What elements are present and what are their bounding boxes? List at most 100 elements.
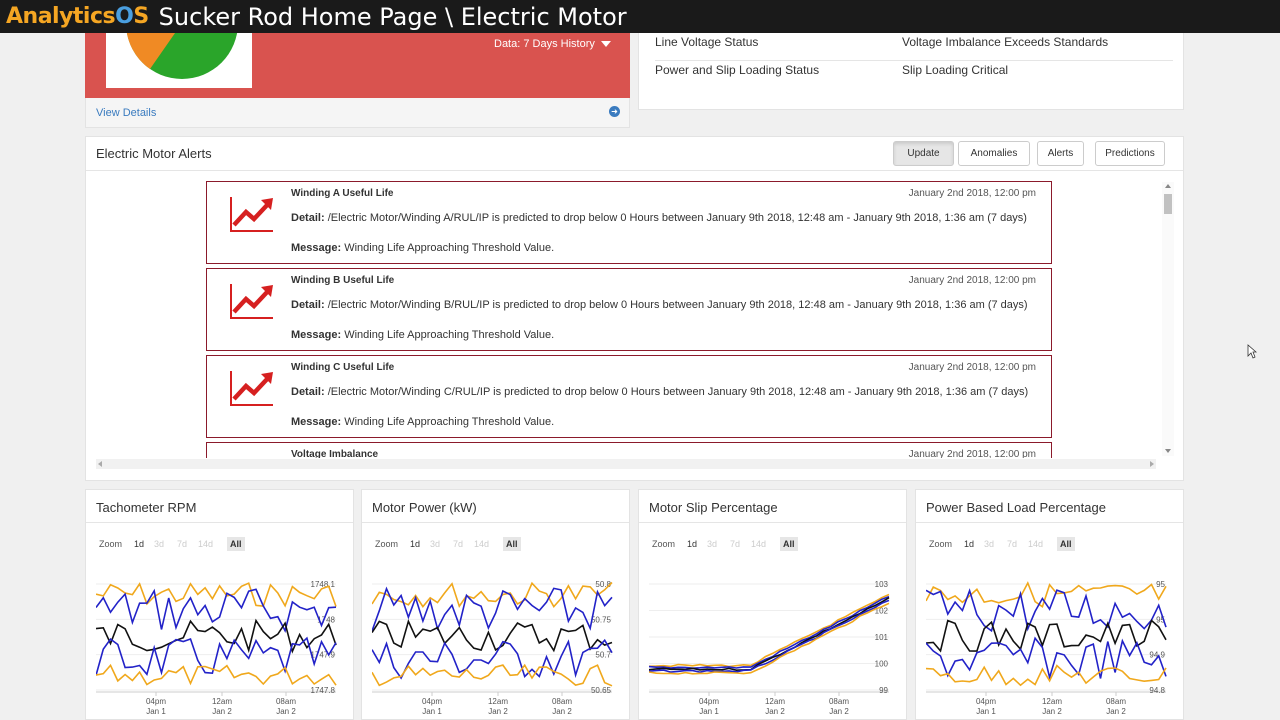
alert-item[interactable]: Winding C Useful Life January 2nd 2018, … xyxy=(206,355,1052,438)
alert-title: Winding B Useful Life xyxy=(291,275,395,286)
x-tick-label: 12am xyxy=(212,697,232,706)
alert-item[interactable]: Voltage Imbalance January 2nd 2018, 12:0… xyxy=(206,442,1052,458)
view-details-link[interactable]: View Details xyxy=(96,107,157,119)
alert-message: Message: Winding Life Approaching Thresh… xyxy=(291,242,555,254)
series-line xyxy=(372,663,613,687)
zoom-1d-button[interactable]: 1d xyxy=(134,539,145,549)
zoom-All-button[interactable]: All xyxy=(227,537,245,551)
y-tick-label: 50.8 xyxy=(595,580,611,589)
alert-detail: Detail: /Electric Motor/Winding A/RUL/IP… xyxy=(291,212,1027,224)
history-label: Data: 7 Days History xyxy=(494,38,595,50)
alerts-vertical-scrollbar[interactable] xyxy=(1162,182,1174,456)
tab-predictions[interactable]: Predictions xyxy=(1095,141,1165,166)
y-tick-label: 100 xyxy=(875,660,889,669)
zoom-label: Zoom xyxy=(375,539,399,549)
x-tick-label: 12am xyxy=(1042,697,1062,706)
zoom-1d-button[interactable]: 1d xyxy=(687,539,698,549)
series-line xyxy=(926,619,1167,653)
history-dropdown[interactable]: Data: 7 Days History xyxy=(494,38,611,50)
zoom-All-button[interactable]: All xyxy=(1057,537,1075,551)
chart-title: Tachometer RPM xyxy=(96,500,197,515)
alert-item[interactable]: Winding B Useful Life January 2nd 2018, … xyxy=(206,268,1052,351)
trending-up-icon xyxy=(230,197,273,232)
mouse-cursor-icon xyxy=(1247,344,1257,359)
series-line xyxy=(96,588,337,634)
zoom-7d-button[interactable]: 7d xyxy=(453,539,464,549)
alert-message: Message: Winding Life Approaching Thresh… xyxy=(291,329,555,341)
scroll-down-icon[interactable] xyxy=(1165,449,1171,453)
zoom-label: Zoom xyxy=(929,539,953,549)
status-label: Line Voltage Status xyxy=(655,35,759,49)
top-bar: AnalyticsOS Sucker Rod Home Page \ Elect… xyxy=(0,0,1280,33)
alerts-horizontal-scrollbar[interactable] xyxy=(96,459,1156,469)
series-line xyxy=(926,664,1167,687)
alert-detail: Detail: /Electric Motor/Winding C/RUL/IP… xyxy=(291,386,1029,398)
series-line xyxy=(649,599,890,673)
zoom-3d-button[interactable]: 3d xyxy=(430,539,441,549)
status-label: Power and Slip Loading Status xyxy=(655,63,820,77)
alert-detail: Detail: /Electric Motor/Winding B/RUL/IP… xyxy=(291,299,1028,311)
x-tick-label: 04pm xyxy=(422,697,442,706)
series-line xyxy=(649,597,890,672)
zoom-3d-button[interactable]: 3d xyxy=(707,539,718,549)
status-row: Line Voltage Status Voltage Imbalance Ex… xyxy=(655,33,1173,61)
y-tick-label: 94.8 xyxy=(1149,686,1165,695)
zoom-7d-button[interactable]: 7d xyxy=(177,539,188,549)
scroll-up-icon[interactable] xyxy=(1165,184,1171,188)
series-line xyxy=(372,618,613,653)
zoom-1d-button[interactable]: 1d xyxy=(410,539,421,549)
zoom-All-button[interactable]: All xyxy=(780,537,798,551)
summary-card: Data: 7 Days History xyxy=(85,33,630,98)
x-tick-label: Jan 2 xyxy=(276,707,296,716)
series-line xyxy=(649,593,890,668)
tab-anomalies[interactable]: Anomalies xyxy=(958,141,1030,166)
alerts-panel: Electric Motor Alerts Update Anomalies A… xyxy=(85,136,1184,481)
tab-alerts[interactable]: Alerts xyxy=(1037,141,1084,166)
divider xyxy=(916,522,1183,523)
y-tick-label: 1747.9 xyxy=(311,651,336,660)
zoom-14d-button[interactable]: 14d xyxy=(1028,539,1044,549)
series-line xyxy=(372,638,613,680)
page-title: Sucker Rod Home Page \ Electric Motor xyxy=(158,2,627,31)
alert-date: January 2nd 2018, 12:00 pm xyxy=(908,188,1036,199)
y-tick-label: 50.65 xyxy=(591,686,612,695)
trending-up-icon xyxy=(229,456,275,458)
status-panel: Line Voltage Status Voltage Imbalance Ex… xyxy=(638,33,1184,110)
x-tick-label: Jan 2 xyxy=(1042,707,1062,716)
x-tick-label: Jan 1 xyxy=(976,707,996,716)
trending-up-icon xyxy=(230,371,273,406)
x-tick-label: Jan 1 xyxy=(422,707,442,716)
scroll-left-icon[interactable] xyxy=(98,461,102,467)
analyticsos-logo[interactable]: AnalyticsOS xyxy=(6,4,149,29)
y-tick-label: 101 xyxy=(875,633,889,642)
series-line xyxy=(96,663,337,686)
alert-item[interactable]: Winding A Useful Life January 2nd 2018, … xyxy=(206,181,1052,264)
x-tick-label: 04pm xyxy=(146,697,166,706)
arrow-circle-right-icon[interactable]: ➜ xyxy=(609,106,620,117)
zoom-14d-button[interactable]: 14d xyxy=(474,539,490,549)
alert-title: Winding C Useful Life xyxy=(291,362,395,373)
zoom-7d-button[interactable]: 7d xyxy=(730,539,741,549)
zoom-1d-button[interactable]: 1d xyxy=(964,539,975,549)
divider xyxy=(639,522,906,523)
zoom-label: Zoom xyxy=(99,539,123,549)
zoom-14d-button[interactable]: 14d xyxy=(751,539,767,549)
x-tick-label: 08am xyxy=(1106,697,1126,706)
x-tick-label: Jan 2 xyxy=(212,707,232,716)
zoom-3d-button[interactable]: 3d xyxy=(154,539,165,549)
zoom-14d-button[interactable]: 14d xyxy=(198,539,214,549)
zoom-7d-button[interactable]: 7d xyxy=(1007,539,1018,549)
tab-update[interactable]: Update xyxy=(893,141,954,166)
zoom-3d-button[interactable]: 3d xyxy=(984,539,995,549)
zoom-All-button[interactable]: All xyxy=(503,537,521,551)
scroll-right-icon[interactable] xyxy=(1150,461,1154,467)
x-tick-label: 12am xyxy=(488,697,508,706)
x-tick-label: 04pm xyxy=(699,697,719,706)
scroll-thumb[interactable] xyxy=(1164,194,1172,214)
pie-chart xyxy=(106,33,252,88)
x-tick-label: 08am xyxy=(829,697,849,706)
